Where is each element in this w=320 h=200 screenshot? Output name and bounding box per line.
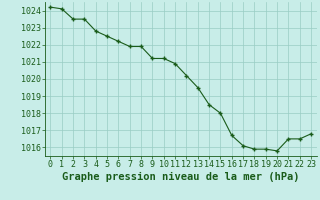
X-axis label: Graphe pression niveau de la mer (hPa): Graphe pression niveau de la mer (hPa) [62,172,300,182]
